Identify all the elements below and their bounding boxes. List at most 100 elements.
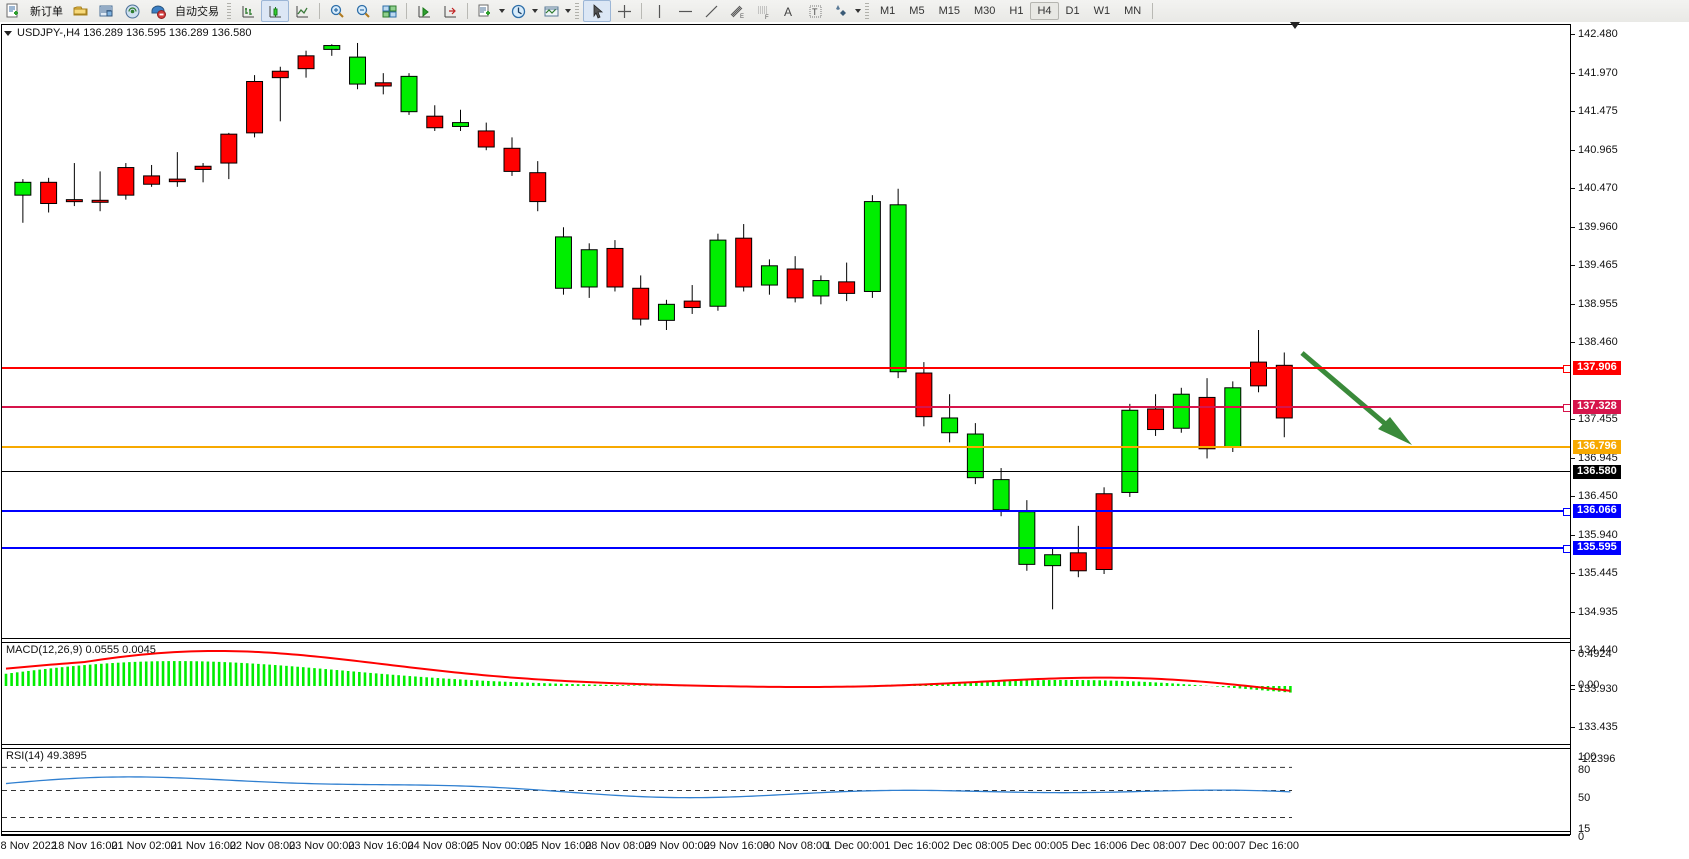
crosshair-icon[interactable] bbox=[611, 1, 637, 21]
chart-symbol-header[interactable]: USDJPY-,H4 136.289 136.595 136.289 136.5… bbox=[4, 27, 251, 39]
time-tick-label: 23 Nov 00:00 bbox=[289, 840, 355, 852]
timeframe-h1[interactable]: H1 bbox=[1009, 5, 1024, 17]
line-chart-icon[interactable] bbox=[289, 1, 315, 21]
svg-text:E: E bbox=[740, 14, 744, 20]
candlestick bbox=[632, 275, 650, 326]
price-level-chip-136796[interactable]: 136.796 bbox=[1573, 440, 1621, 454]
toolbar-grip-tools[interactable] bbox=[575, 3, 579, 19]
price-tick bbox=[1571, 342, 1575, 343]
timeframe-m30[interactable]: M30 bbox=[973, 5, 996, 17]
level-handle[interactable] bbox=[1563, 404, 1570, 412]
autotrade-label[interactable]: 自动交易 bbox=[175, 6, 219, 18]
price-tick bbox=[1571, 612, 1575, 613]
pivot-line-136796[interactable] bbox=[2, 446, 1570, 448]
indicators-icon[interactable] bbox=[472, 1, 498, 21]
timeframe-m15[interactable]: M15 bbox=[938, 5, 960, 17]
time-tick-label: 18 Nov 2022 bbox=[1, 840, 57, 852]
price-tick-label: 136.450 bbox=[1578, 490, 1618, 502]
price-tick bbox=[1571, 573, 1575, 574]
resistance-line-137328[interactable] bbox=[2, 404, 1570, 412]
templates-icon[interactable] bbox=[538, 1, 564, 21]
time-tick-label: 5 Dec 00:00 bbox=[1002, 840, 1063, 852]
candlestick-chart-icon[interactable] bbox=[261, 0, 289, 22]
price-tick bbox=[1571, 727, 1575, 728]
candlestick bbox=[297, 50, 315, 78]
macd-indicator-label[interactable]: MACD(12,26,9) 0.0555 0.0045 bbox=[6, 644, 156, 656]
timeframe-mn[interactable]: MN bbox=[1124, 5, 1142, 17]
data-window-icon[interactable] bbox=[93, 1, 119, 21]
signal-icon[interactable] bbox=[119, 1, 145, 21]
current-price-line-136580[interactable] bbox=[2, 471, 1570, 472]
vertical-line-icon[interactable] bbox=[646, 1, 672, 21]
support-line-136066[interactable] bbox=[2, 508, 1570, 516]
price-tick-label: 140.965 bbox=[1578, 144, 1618, 156]
trendline-icon[interactable] bbox=[698, 1, 724, 21]
chart-shift-icon[interactable] bbox=[437, 1, 463, 21]
templates-caret-icon[interactable] bbox=[565, 9, 571, 13]
new-order-label[interactable]: 新订单 bbox=[30, 6, 63, 18]
macd-pane-divider bbox=[2, 638, 1570, 639]
price-axis[interactable]: 142.480 141.970 141.475 140.965 140.470 139.9… bbox=[1570, 24, 1689, 843]
toolbar-separator bbox=[319, 3, 320, 19]
price-tick bbox=[1571, 73, 1575, 74]
candlestick bbox=[889, 188, 907, 379]
periods-caret-icon[interactable] bbox=[532, 9, 538, 13]
price-level-chip-136580[interactable]: 136.580 bbox=[1573, 465, 1621, 479]
new-order-icon[interactable] bbox=[0, 1, 26, 21]
macd-tick-label: 0.4924 bbox=[1578, 648, 1612, 660]
rsi-indicator-label[interactable]: RSI(14) 49.3895 bbox=[6, 750, 87, 762]
indicators-caret-icon[interactable] bbox=[499, 9, 505, 13]
horizontal-line-icon[interactable] bbox=[672, 1, 698, 21]
resistance-line-137906[interactable] bbox=[2, 365, 1570, 373]
timeframe-w1[interactable]: W1 bbox=[1093, 5, 1111, 17]
timeframe-m1[interactable]: M1 bbox=[880, 5, 896, 17]
shapes-caret-icon[interactable] bbox=[855, 9, 861, 13]
equidistant-channel-icon[interactable]: E bbox=[724, 1, 750, 21]
chart-plot-area[interactable]: MACD(12,26,9) 0.0555 0.0045 RSI(14) 49.3… bbox=[1, 24, 1570, 835]
timeframe-m5[interactable]: M5 bbox=[909, 5, 925, 17]
macd-tick-label: -1.2396 bbox=[1578, 753, 1616, 765]
auto-scroll-icon[interactable] bbox=[411, 1, 437, 21]
timeframe-h4[interactable]: H4 bbox=[1030, 2, 1059, 20]
cursor-icon[interactable] bbox=[583, 0, 611, 22]
time-tick-label: 18 Nov 16:00 bbox=[52, 840, 118, 852]
toolbar-grip-periods[interactable] bbox=[865, 3, 869, 19]
price-level-chip-137906[interactable]: 137.906 bbox=[1573, 361, 1621, 375]
level-handle[interactable] bbox=[1563, 545, 1570, 553]
autotrade-icon[interactable] bbox=[145, 1, 171, 21]
bar-chart-icon[interactable] bbox=[235, 1, 261, 21]
text-icon[interactable]: A bbox=[776, 1, 802, 21]
candlestick bbox=[1147, 394, 1165, 436]
rsi-tick-label: 15 bbox=[1578, 823, 1591, 835]
price-tick bbox=[1571, 227, 1575, 228]
price-level-chip-137328[interactable]: 137.328 bbox=[1573, 400, 1621, 414]
shapes-icon[interactable] bbox=[828, 1, 854, 21]
toolbar-grip-charts[interactable] bbox=[227, 3, 231, 19]
price-level-chip-136066[interactable]: 136.066 bbox=[1573, 504, 1621, 518]
rsi-tick-label: 80 bbox=[1578, 764, 1591, 776]
timeframe-d1[interactable]: D1 bbox=[1065, 5, 1080, 17]
zoom-out-icon[interactable] bbox=[350, 1, 376, 21]
level-handle[interactable] bbox=[1563, 365, 1570, 373]
candlestick bbox=[477, 122, 495, 151]
time-tick-label: 21 Nov 16:00 bbox=[170, 840, 236, 852]
bearish-arrow[interactable] bbox=[1300, 351, 1412, 445]
periods-icon[interactable] bbox=[505, 1, 531, 21]
zoom-in-icon[interactable] bbox=[324, 1, 350, 21]
tile-windows-icon[interactable] bbox=[376, 1, 402, 21]
fibonacci-icon[interactable]: F bbox=[750, 1, 776, 21]
price-tick bbox=[1571, 650, 1575, 651]
candlestick bbox=[941, 394, 959, 443]
time-tick-label: 2 Dec 08:00 bbox=[943, 840, 1003, 852]
chart-collapse-icon[interactable] bbox=[4, 30, 12, 36]
time-tick-label: 1 Dec 00:00 bbox=[825, 840, 885, 852]
text-label-icon[interactable]: T bbox=[802, 1, 828, 21]
candlestick bbox=[554, 227, 572, 295]
candlestick bbox=[812, 275, 830, 305]
level-handle[interactable] bbox=[1563, 508, 1570, 516]
folder-icon[interactable] bbox=[67, 1, 93, 21]
price-level-chip-135595[interactable]: 135.595 bbox=[1573, 541, 1621, 555]
candlestick bbox=[452, 109, 469, 131]
support-line-135595[interactable] bbox=[2, 545, 1570, 553]
